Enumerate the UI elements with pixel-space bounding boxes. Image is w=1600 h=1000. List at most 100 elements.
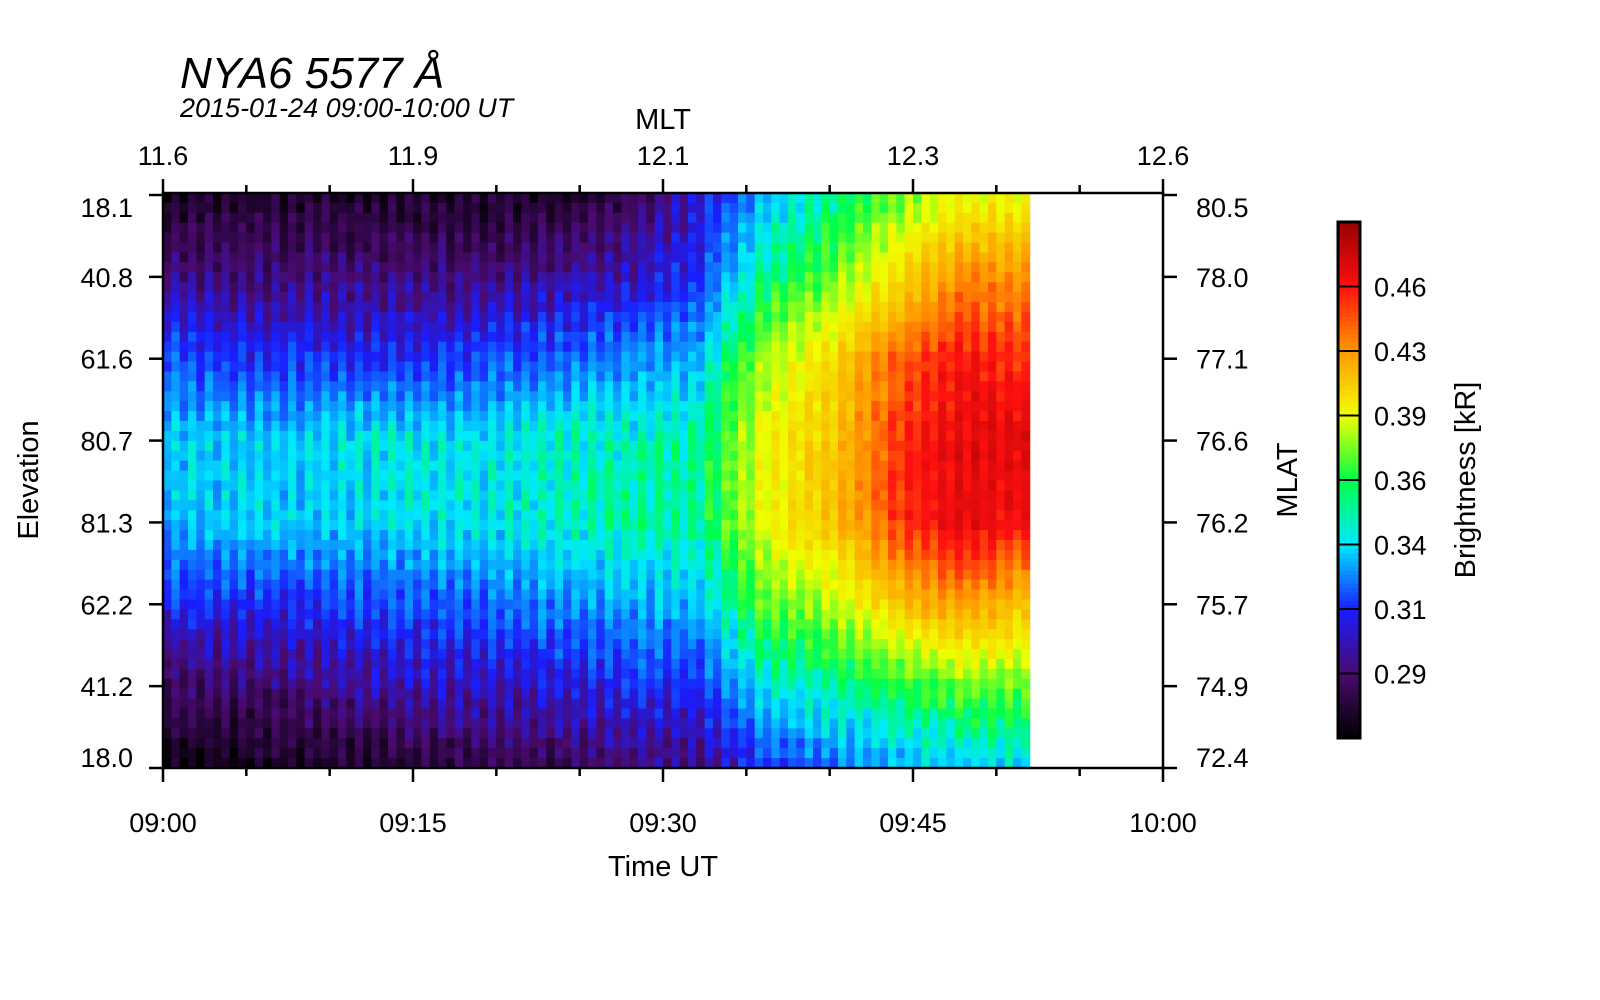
heatmap-cell (196, 391, 206, 402)
heatmap-cell (613, 222, 622, 234)
heatmap-cell (688, 539, 697, 551)
heatmap-cell (704, 460, 714, 472)
heatmap-cell (179, 708, 189, 720)
heatmap-cell (738, 401, 747, 412)
heatmap-cell (554, 589, 564, 601)
heatmap-cell (621, 758, 631, 769)
heatmap-cell (646, 619, 656, 630)
heatmap-cell (671, 202, 681, 214)
heatmap-cell (521, 649, 531, 660)
heatmap-cell (404, 688, 414, 700)
heatmap-cell (279, 748, 289, 759)
heatmap-cell (529, 212, 539, 224)
heatmap-cell (329, 341, 339, 353)
heatmap-cell (538, 242, 547, 254)
heatmap-cell (746, 539, 756, 551)
heatmap-cell (754, 599, 764, 610)
heatmap-cell (313, 193, 322, 204)
heatmap-cell (371, 599, 381, 610)
heatmap-cell (396, 460, 406, 472)
heatmap-cell (863, 351, 872, 363)
heatmap-cell (263, 202, 272, 214)
heatmap-cell (271, 272, 281, 283)
heatmap-cell (188, 193, 197, 204)
heatmap-cell (279, 232, 289, 244)
heatmap-cell (354, 202, 364, 214)
heatmap-cell (229, 311, 239, 323)
heatmap-cell (671, 530, 681, 541)
heatmap-cell (329, 371, 339, 382)
heatmap-cell (679, 361, 689, 373)
heatmap-cell (213, 262, 222, 273)
heatmap-cell (204, 698, 214, 710)
heatmap-cell (754, 748, 764, 759)
heatmap-cell (871, 758, 881, 769)
heatmap-cell (821, 500, 831, 511)
heatmap-cell (438, 272, 447, 283)
heatmap-cell (279, 539, 289, 551)
heatmap-cell (388, 193, 397, 204)
heatmap-cell (379, 530, 389, 541)
heatmap-cell (321, 321, 331, 333)
heatmap-cell (613, 421, 622, 432)
heatmap-cell (629, 430, 639, 442)
heatmap-cell (488, 718, 497, 729)
heatmap-cell (829, 748, 839, 759)
heatmap-cell (763, 738, 772, 749)
heatmap-cell (388, 658, 397, 670)
heatmap-cell (521, 222, 531, 234)
heatmap-cell (521, 262, 531, 273)
heatmap-cell (688, 658, 697, 670)
heatmap-cell (538, 460, 547, 472)
heatmap-cell (588, 758, 597, 769)
heatmap-cell (638, 500, 647, 511)
heatmap-cell (196, 549, 206, 561)
heatmap-cell (554, 193, 564, 204)
heatmap-cell (796, 678, 806, 690)
heatmap-cell (721, 549, 731, 561)
heatmap-cell (854, 649, 864, 660)
heatmap-cell (246, 748, 256, 759)
heatmap-cell (796, 658, 806, 670)
heatmap-cell (763, 411, 772, 422)
heatmap-cell (479, 381, 489, 392)
heatmap-cell (588, 252, 597, 263)
heatmap-cell (171, 619, 181, 630)
heatmap-cell (688, 401, 697, 412)
heatmap-cell (246, 609, 256, 620)
heatmap-cell (671, 738, 681, 749)
heatmap-cell (163, 738, 172, 749)
heatmap-cell (604, 351, 614, 363)
heatmap-cell (629, 371, 639, 382)
heatmap-cell (663, 490, 672, 501)
heatmap-cell (429, 629, 439, 640)
heatmap-cell (388, 391, 397, 402)
heatmap-cell (754, 440, 764, 452)
heatmap-cell (621, 530, 631, 541)
heatmap-cell (571, 212, 581, 224)
heatmap-cell (371, 321, 381, 333)
heatmap-cell (846, 579, 856, 591)
heatmap-cell (329, 242, 339, 254)
heatmap-cell (429, 609, 439, 620)
heatmap-cell (271, 549, 281, 561)
heatmap-cell (621, 510, 631, 521)
heatmap-cell (354, 411, 364, 422)
heatmap-cell (388, 361, 397, 373)
heatmap-cell (404, 589, 414, 601)
heatmap-cell (271, 450, 281, 462)
heatmap-cell (354, 331, 364, 343)
heatmap-cell (763, 401, 772, 412)
heatmap-cell (863, 311, 872, 323)
heatmap-cell (846, 252, 856, 263)
heatmap-cell (588, 381, 597, 392)
heatmap-cell (738, 559, 747, 571)
heatmap-cell (496, 619, 506, 630)
heatmap-cell (746, 649, 756, 660)
heatmap-cell (838, 559, 847, 571)
heatmap-cell (221, 351, 231, 363)
heatmap-cell (663, 758, 672, 769)
heatmap-cell (529, 718, 539, 729)
heatmap-cell (279, 450, 289, 462)
heatmap-cell (638, 361, 647, 373)
